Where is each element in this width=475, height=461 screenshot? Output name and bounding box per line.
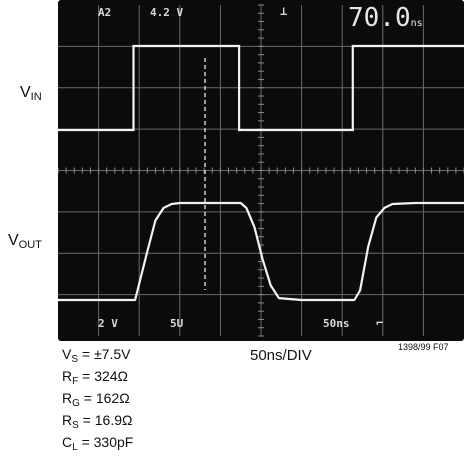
timebase-readout: 50ns: [323, 317, 350, 330]
vin-label: VIN: [20, 84, 42, 103]
condition-item: RF = 324Ω: [62, 368, 129, 387]
vout-trace: [58, 201, 464, 302]
oscilloscope-plot: [58, 4, 464, 337]
condition-item: VS = ±7.5V: [62, 346, 131, 365]
condition-item: RS = 16.9Ω: [62, 412, 133, 431]
condition-item: CL = 330pF: [62, 434, 134, 453]
trigger-icon: ⊥: [280, 4, 288, 18]
oscilloscope-screen: A2 4.2 V ⊥ 70.0ns 2 V 5U 50ns ⌐: [58, 0, 464, 341]
vout-label: VOUT: [8, 232, 42, 251]
ch1-scale-readout: 2 V: [98, 317, 118, 330]
test-conditions: VS = ±7.5V RF = 324Ω RG = 162Ω RS = 16.9Ω CL…: [62, 346, 133, 456]
channel-label: A2: [98, 6, 112, 19]
ch2-scale-readout: 5U: [170, 317, 184, 330]
xscale-label: 50ns/DIV: [250, 347, 312, 364]
time-readout: 70.0ns: [348, 3, 423, 33]
trigger-slope-icon: ⌐: [376, 316, 384, 330]
figure-id: 1398/99 F07: [398, 342, 449, 352]
condition-item: RG = 162Ω: [62, 390, 130, 409]
trigger-level-readout: 4.2 V: [150, 6, 184, 19]
vin-trace: [58, 44, 464, 132]
